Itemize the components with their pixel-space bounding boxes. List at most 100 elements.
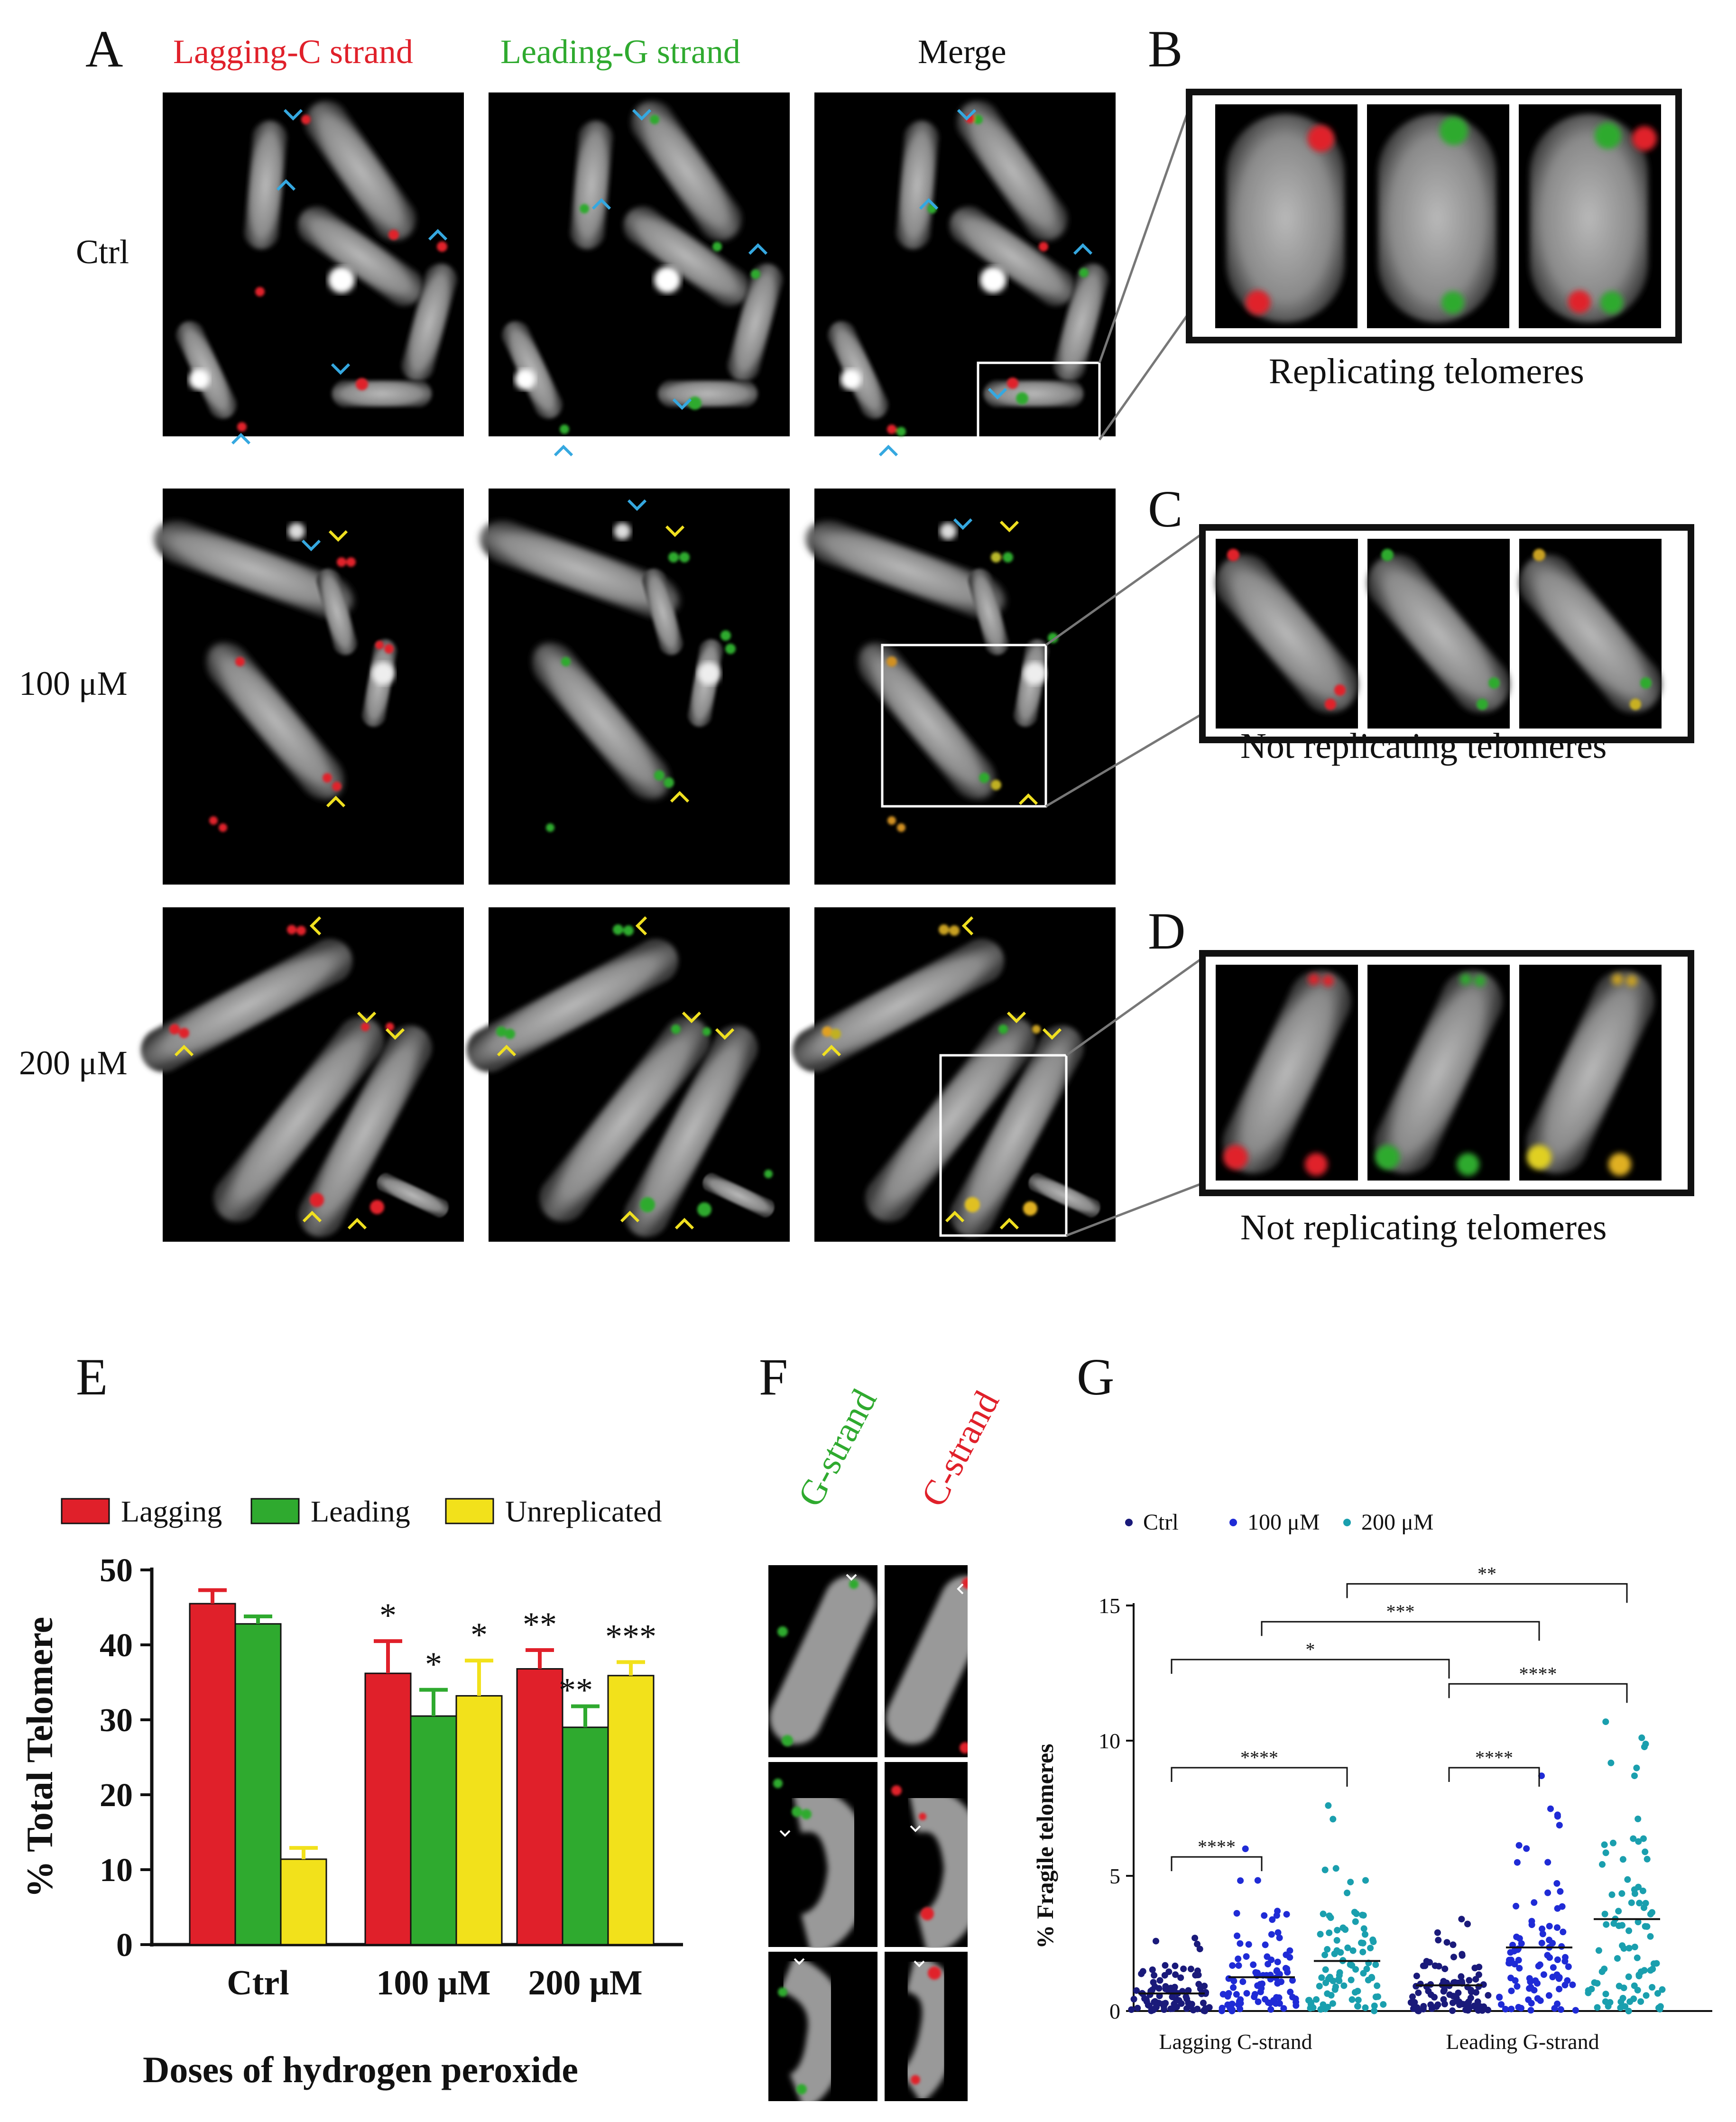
data-point [1355, 1996, 1362, 2003]
data-point [1459, 1951, 1466, 1958]
panel-label-f: F [759, 1348, 788, 1406]
data-point [1601, 1910, 1608, 1918]
significance-mark: ** [559, 1671, 593, 1709]
data-point [1261, 1912, 1268, 1919]
data-point [1642, 1848, 1649, 1855]
bar-lagging-0 [189, 1603, 236, 1946]
data-point [1415, 2007, 1422, 2014]
data-point [1508, 1987, 1515, 1994]
data-point [1148, 2007, 1155, 2014]
data-point [1276, 1934, 1283, 1941]
data-point [1186, 2002, 1193, 2010]
data-point [1523, 1845, 1530, 1852]
data-point [1633, 1764, 1640, 1771]
data-point [1485, 1992, 1492, 1999]
y-axis-label: % Fragile telomeres [1032, 1744, 1058, 1948]
data-point [1558, 1943, 1565, 1950]
data-point [1602, 1998, 1609, 2005]
data-point [1531, 1899, 1538, 1906]
data-point [1167, 1984, 1174, 1992]
comparison-label: **** [1240, 1747, 1278, 1768]
data-point [1620, 1984, 1627, 1992]
data-point [1615, 1908, 1622, 1915]
data-point [1631, 1772, 1638, 1780]
data-point [1549, 1940, 1556, 1947]
panel-label-c: C [1148, 480, 1183, 538]
significance-mark: * [471, 1616, 488, 1654]
data-point [1320, 2001, 1327, 2008]
bar-unreplicated-0 [280, 1858, 327, 1946]
data-point [1360, 1970, 1367, 1977]
legend-label-1: 100 μM [1247, 1510, 1320, 1535]
data-point [1413, 1973, 1420, 1980]
data-point [1467, 1994, 1474, 2002]
data-point [1318, 1974, 1325, 1981]
data-point [1515, 1842, 1523, 1849]
data-point [1551, 2005, 1558, 2012]
data-point [1601, 1965, 1608, 1973]
data-point [1544, 1859, 1551, 1866]
data-point [1516, 1965, 1523, 1972]
legend-swatch-2 [445, 1498, 494, 1524]
significance-mark: * [379, 1596, 397, 1634]
data-point [1415, 1989, 1422, 1996]
data-point [1239, 1978, 1247, 1985]
data-point [1554, 1924, 1561, 1931]
data-point [1536, 1961, 1543, 1968]
data-point [1149, 1966, 1156, 1973]
data-point [1278, 1978, 1284, 1985]
data-point [1473, 1989, 1479, 1996]
legend-dot-1 [1229, 1519, 1237, 1526]
data-point [1619, 1856, 1626, 1863]
data-point [1362, 2004, 1369, 2011]
data-point [1471, 1965, 1478, 1972]
group-label-0: Lagging C-strand [1159, 2030, 1312, 2054]
data-point [1243, 1953, 1250, 1960]
data-point [1440, 1996, 1447, 2003]
zoom-box-c [881, 644, 1047, 808]
significance-mark: * [425, 1645, 442, 1683]
data-point [1506, 1956, 1513, 1964]
data-point [1321, 1866, 1329, 1873]
data-point [1631, 1944, 1638, 1950]
data-point [1475, 1983, 1482, 1990]
data-point [1450, 1941, 1457, 1948]
data-point [1265, 1999, 1272, 2006]
zoom-box-b [977, 361, 1101, 441]
row-label-100um: 100 μM [19, 664, 128, 702]
data-point [1332, 1865, 1339, 1872]
legend-dot-0 [1125, 1519, 1133, 1526]
legend-dot-2 [1343, 1519, 1351, 1526]
data-point [1603, 1921, 1610, 1928]
data-point [1453, 1994, 1460, 2002]
data-point [1322, 1979, 1330, 1986]
comparison-label: * [1306, 1639, 1315, 1660]
data-point [1274, 1958, 1281, 1965]
data-point [1151, 1972, 1158, 1979]
data-point [1636, 1900, 1643, 1907]
data-point [1464, 1920, 1471, 1928]
data-point [1242, 1845, 1249, 1852]
data-point [1286, 1947, 1293, 1954]
data-point [1595, 1947, 1602, 1954]
data-point [1348, 1962, 1356, 1969]
data-point [1634, 1954, 1641, 1961]
bar-unreplicated-1 [455, 1695, 503, 1946]
data-point [1638, 1734, 1645, 1741]
bar-unreplicated-2 [607, 1675, 655, 1946]
data-point [1284, 1969, 1291, 1976]
significance-mark: ** [523, 1605, 557, 1643]
data-point [1622, 2003, 1629, 2010]
zoom-box-d [939, 1054, 1068, 1237]
data-point [1257, 1988, 1264, 1995]
data-point [1458, 1916, 1465, 1923]
data-point [1585, 1989, 1592, 1996]
data-point [1354, 2003, 1361, 2010]
data-point [1143, 1996, 1150, 2003]
data-point [1219, 2007, 1225, 2014]
y-tick-label: 30 [100, 1702, 133, 1739]
data-point [1608, 1891, 1616, 1898]
data-point [1196, 1946, 1203, 1953]
data-point [1639, 1887, 1646, 1894]
y-tick-label: 15 [1099, 1594, 1120, 1618]
